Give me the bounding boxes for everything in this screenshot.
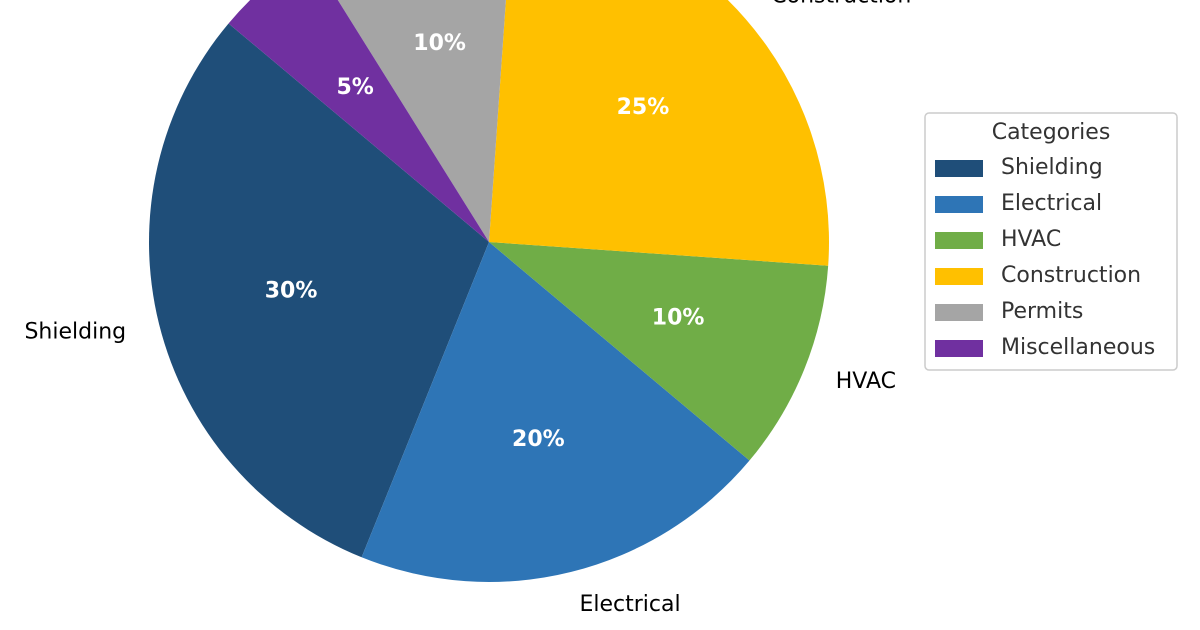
pie-slice <box>148 23 489 558</box>
slice-value-label: 20% <box>512 427 565 452</box>
pie-slice <box>337 0 506 242</box>
legend-label: Miscellaneous <box>1001 335 1155 360</box>
slice-value-label: 5% <box>336 75 373 100</box>
legend-swatch <box>935 160 983 177</box>
slice-category-label: HVAC <box>836 369 896 394</box>
legend-box <box>924 112 1178 371</box>
pie-slice <box>228 0 489 242</box>
legend-title: Categories <box>992 120 1111 145</box>
legend: Categories Shielding Electrical HVAC Constr… <box>924 112 1178 371</box>
legend-label: Electrical <box>1001 191 1102 216</box>
legend-swatch <box>935 232 983 249</box>
slice-value-label: 25% <box>617 95 670 120</box>
slice-value-label: 10% <box>652 305 705 330</box>
legend-label: Construction <box>1001 263 1141 288</box>
legend-swatch <box>935 304 983 321</box>
slice-category-label: Shielding <box>24 319 126 344</box>
pie-slice <box>361 242 750 583</box>
slice-value-label: 30% <box>265 278 318 303</box>
slice-category-label: Construction <box>771 0 911 9</box>
legend-label: HVAC <box>1001 227 1061 252</box>
pie: 30% Shielding 20% Electrical 10% HVAC 25% Const… <box>24 0 911 617</box>
legend-swatch <box>935 340 983 357</box>
pie-slice <box>489 242 829 461</box>
slice-value-label: 10% <box>413 31 466 56</box>
legend-swatch <box>935 268 983 285</box>
legend-swatch <box>935 196 983 213</box>
legend-label: Permits <box>1001 299 1083 324</box>
pie-slice <box>489 0 829 266</box>
legend-label: Shielding <box>1001 155 1103 180</box>
slice-category-label: Electrical <box>579 592 680 617</box>
